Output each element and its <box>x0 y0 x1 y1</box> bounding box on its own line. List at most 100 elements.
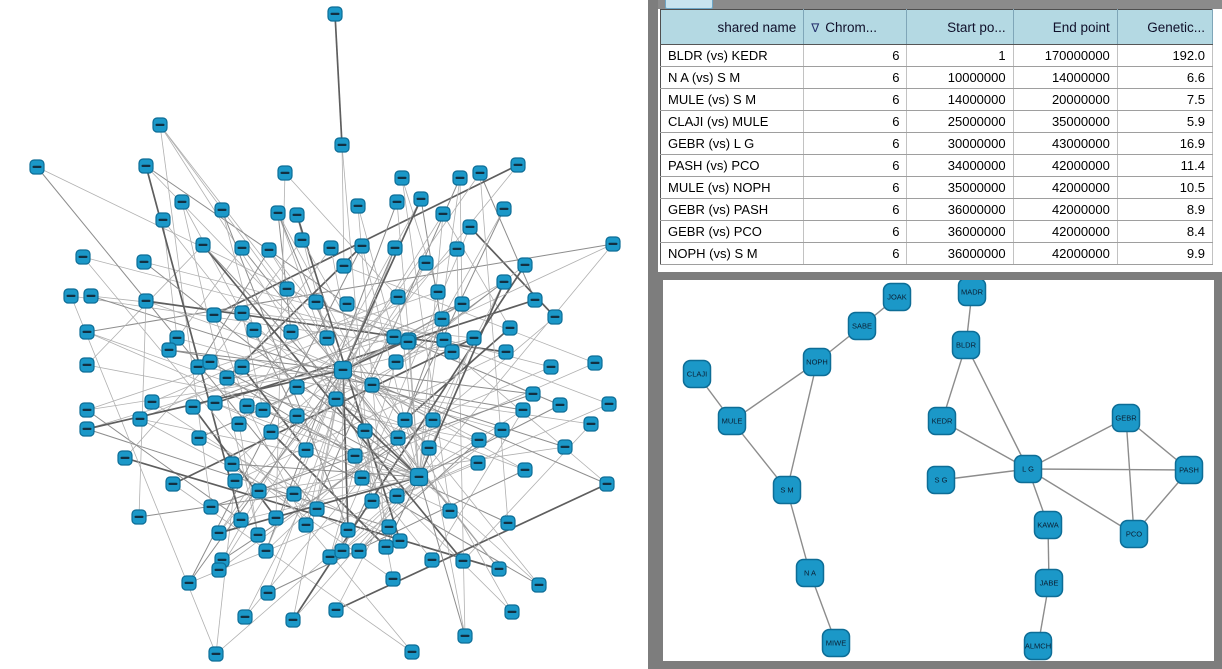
network-node[interactable] <box>347 448 363 464</box>
network-node[interactable] <box>381 519 397 535</box>
network-node[interactable] <box>504 604 520 620</box>
network-node[interactable] <box>227 473 243 489</box>
network-node[interactable] <box>525 386 541 402</box>
network-node[interactable] <box>583 416 599 432</box>
network-node[interactable] <box>233 512 249 528</box>
network-node-pash[interactable]: PASH <box>1174 455 1204 485</box>
network-node[interactable] <box>251 483 267 499</box>
network-node[interactable] <box>261 242 277 258</box>
network-node[interactable] <box>277 165 293 181</box>
network-node[interactable] <box>472 165 488 181</box>
network-node[interactable] <box>258 543 274 559</box>
network-node[interactable] <box>298 442 314 458</box>
network-node-pco[interactable]: PCO <box>1119 519 1149 549</box>
network-node[interactable] <box>319 330 335 346</box>
network-node[interactable] <box>79 357 95 373</box>
network-node[interactable] <box>211 562 227 578</box>
network-node[interactable] <box>191 430 207 446</box>
network-node[interactable] <box>430 284 446 300</box>
network-node[interactable] <box>138 158 154 174</box>
network-node[interactable] <box>543 359 559 375</box>
network-node[interactable] <box>255 402 271 418</box>
network-node[interactable] <box>418 255 434 271</box>
network-node[interactable] <box>224 456 240 472</box>
network-node[interactable] <box>496 274 512 290</box>
table-row[interactable]: GEBR (vs) PCO 6 36000000 42000000 8.4 <box>660 220 1214 243</box>
network-node-l-g[interactable]: L G <box>1013 454 1043 484</box>
network-node[interactable] <box>387 240 403 256</box>
table-row[interactable]: NOPH (vs) S M 6 36000000 42000000 9.9 <box>660 242 1214 265</box>
network-node-madr[interactable]: MADR <box>957 280 987 307</box>
network-node[interactable] <box>389 488 405 504</box>
network-node[interactable] <box>421 440 437 456</box>
network-node[interactable] <box>388 354 404 370</box>
network-node[interactable] <box>211 525 227 541</box>
network-node[interactable] <box>517 257 533 273</box>
network-node[interactable] <box>279 281 295 297</box>
network-node-kawa[interactable]: KAWA <box>1033 510 1063 540</box>
table-row[interactable]: GEBR (vs) PASH 6 36000000 42000000 8.9 <box>660 198 1214 221</box>
table-row[interactable]: GEBR (vs) L G 6 30000000 43000000 16.9 <box>660 132 1214 155</box>
network-node[interactable] <box>470 455 486 471</box>
network-node[interactable] <box>75 249 91 265</box>
network-node[interactable] <box>517 462 533 478</box>
network-node-n-a[interactable]: N A <box>795 558 825 588</box>
network-node-s-g[interactable]: S G <box>926 465 956 495</box>
network-node[interactable] <box>165 476 181 492</box>
network-node[interactable] <box>239 398 255 414</box>
column-header-genetic-[interactable]: Genetic... <box>1117 9 1214 45</box>
network-node[interactable] <box>336 258 352 274</box>
network-node[interactable] <box>601 396 617 412</box>
network-node[interactable] <box>79 324 95 340</box>
network-node[interactable] <box>502 320 518 336</box>
network-node[interactable] <box>354 470 370 486</box>
network-node[interactable] <box>270 205 286 221</box>
network-node[interactable] <box>404 644 420 660</box>
network-node[interactable] <box>206 307 222 323</box>
network-node[interactable] <box>340 522 356 538</box>
network-node[interactable] <box>231 416 247 432</box>
network-node-claji[interactable]: CLAJI <box>682 359 712 389</box>
network-node-kedr[interactable]: KEDR <box>927 406 957 436</box>
network-node[interactable] <box>397 412 413 428</box>
network-node[interactable] <box>457 628 473 644</box>
network-node[interactable] <box>527 292 543 308</box>
network-node[interactable] <box>234 240 250 256</box>
network-node[interactable] <box>268 510 284 526</box>
network-node[interactable] <box>289 379 305 395</box>
table-row[interactable]: BLDR (vs) KEDR 6 1 170000000 192.0 <box>660 44 1214 67</box>
network-node[interactable] <box>452 170 468 186</box>
network-node[interactable] <box>462 219 478 235</box>
network-node[interactable] <box>444 344 460 360</box>
column-header-shared-name[interactable]: shared name <box>660 9 805 45</box>
network-node[interactable] <box>136 254 152 270</box>
network-node[interactable] <box>471 432 487 448</box>
network-node[interactable] <box>552 397 568 413</box>
network-node[interactable] <box>390 430 406 446</box>
network-node-joak[interactable]: JOAK <box>882 282 912 312</box>
network-node[interactable] <box>378 539 394 555</box>
network-node-mule[interactable]: MULE <box>717 406 747 436</box>
network-node[interactable] <box>510 157 526 173</box>
network-node[interactable] <box>351 543 367 559</box>
network-node[interactable] <box>434 311 450 327</box>
table-row[interactable]: MULE (vs) NOPH 6 35000000 42000000 10.5 <box>660 176 1214 199</box>
network-node-miwe[interactable]: MIWE <box>821 628 851 658</box>
network-node[interactable] <box>29 159 45 175</box>
network-node[interactable] <box>531 577 547 593</box>
network-node[interactable] <box>392 533 408 549</box>
network-node-bldr[interactable]: BLDR <box>951 330 981 360</box>
network-node[interactable] <box>203 499 219 515</box>
network-node[interactable] <box>350 198 366 214</box>
network-node[interactable] <box>322 549 338 565</box>
panel-splitter[interactable] <box>648 0 658 669</box>
network-node[interactable] <box>364 493 380 509</box>
table-row[interactable]: PASH (vs) PCO 6 34000000 42000000 11.4 <box>660 154 1214 177</box>
network-node[interactable] <box>250 527 266 543</box>
network-node[interactable] <box>289 408 305 424</box>
network-node[interactable] <box>283 324 299 340</box>
network-node[interactable] <box>208 646 224 662</box>
network-node[interactable] <box>185 399 201 415</box>
network-node[interactable] <box>144 394 160 410</box>
column-header-end-point[interactable]: End point <box>1013 9 1118 45</box>
